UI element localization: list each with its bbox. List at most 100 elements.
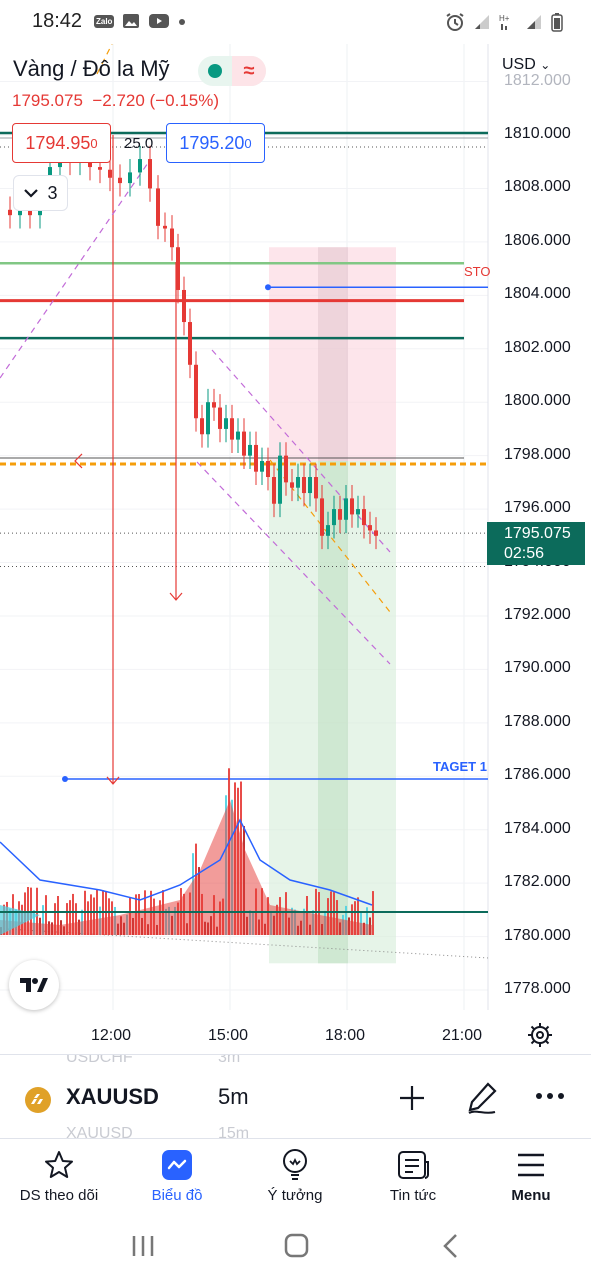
bid-superscript: 0	[90, 135, 98, 151]
candle-body	[332, 509, 336, 526]
candle-body	[8, 209, 12, 216]
candle-body	[163, 225, 167, 229]
sell-button[interactable]: 1794.95 0	[12, 123, 111, 163]
volume-bar	[354, 901, 356, 935]
candle-body	[290, 482, 294, 488]
volume-bar	[336, 900, 338, 935]
current-price-value: 1795.075	[504, 525, 571, 542]
volume-bar	[66, 903, 68, 935]
volume-bar	[54, 903, 56, 935]
symbol-toolbar[interactable]: USDCHF 3m XAUUSD 5m XAUUSD 15m	[0, 1054, 591, 1139]
nav-chart[interactable]: Biểu đồ	[118, 1147, 236, 1204]
gear-icon[interactable]	[527, 1022, 553, 1048]
add-icon[interactable]	[397, 1083, 427, 1113]
status-bar: 18:42 Zalo H+	[0, 0, 591, 44]
price-axis-label: 1786.000	[504, 766, 571, 784]
gallery-icon	[123, 14, 140, 28]
target-zone-inner	[318, 460, 348, 964]
volume-bar	[33, 910, 35, 935]
candle-body	[374, 530, 378, 536]
currency-selector[interactable]: USD ⌄	[502, 56, 550, 74]
candle-body	[176, 247, 180, 290]
candle-body	[236, 431, 240, 440]
bottom-navigation[interactable]: DS theo dõi Biểu đồ Ý tưởng Tin tức Menu	[0, 1138, 591, 1215]
candle-body	[248, 444, 252, 456]
nav-menu[interactable]: Menu	[472, 1147, 590, 1204]
tradingview-logo[interactable]	[9, 960, 59, 1010]
candle-body	[148, 159, 152, 189]
volume-bar	[357, 897, 359, 935]
target-line-handle	[62, 775, 68, 782]
nav-ideas[interactable]: Ý tưởng	[236, 1147, 354, 1204]
candle-body	[218, 407, 222, 429]
price-axis-label: 1784.000	[504, 819, 571, 837]
candle-body	[194, 364, 198, 419]
interval-selector[interactable]: 5m	[218, 1084, 249, 1109]
chevron-down-icon: ⌄	[540, 58, 551, 72]
candle-body	[344, 498, 348, 520]
system-navigation-bar[interactable]	[0, 1214, 591, 1280]
volume-bar	[87, 901, 89, 935]
time-axis-label: 18:00	[325, 1027, 366, 1044]
candle-body	[278, 455, 282, 504]
symbol-selector[interactable]: XAUUSD	[66, 1084, 159, 1109]
nav-watchlist[interactable]: DS theo dõi	[0, 1147, 118, 1204]
nav-label: Biểu đồ	[151, 1187, 203, 1204]
candle-body	[230, 418, 234, 440]
nav-news[interactable]: Tin tức	[354, 1147, 472, 1204]
menu-icon	[518, 1153, 544, 1177]
price-axis-label: 1790.000	[504, 659, 571, 677]
candle-body	[356, 509, 360, 515]
chart-mode-toggle[interactable]: ≈	[198, 56, 266, 86]
candle-body	[362, 509, 366, 526]
stop-line-handle	[265, 284, 271, 291]
bid-price: 1794.95	[25, 132, 91, 153]
volume-area	[0, 800, 372, 935]
wave-icon[interactable]: ≈	[232, 56, 266, 86]
candle-body	[320, 498, 324, 536]
price-change: −2.720 (−0.15%)	[92, 91, 220, 110]
chart-area[interactable]	[0, 44, 591, 1054]
price-axis-label: 1808.000	[504, 178, 571, 196]
stop-zone-inner	[318, 247, 348, 461]
status-time: 18:42	[32, 10, 83, 32]
price-summary: 1795.075 −2.720 (−0.15%)	[12, 91, 219, 111]
candle-body	[98, 167, 102, 170]
market-open-dot-icon[interactable]	[198, 56, 232, 86]
candle-body	[138, 159, 142, 173]
drop-arrow-head	[106, 776, 120, 785]
nav-label: Menu	[511, 1187, 551, 1204]
nav-label: Ý tưởng	[267, 1187, 323, 1204]
candle-body	[170, 228, 174, 248]
last-price: 1795.075	[12, 91, 83, 110]
candle-body	[350, 498, 354, 515]
price-axis-label: 1812.000	[504, 72, 571, 89]
indicators-toggle-button[interactable]: 3	[13, 175, 68, 211]
ask-superscript: 0	[244, 135, 252, 151]
recent-apps-icon[interactable]	[131, 1234, 155, 1258]
price-axis-label: 1780.000	[504, 926, 571, 944]
left-arrow-head	[74, 453, 83, 469]
volume-bar	[333, 892, 335, 935]
dot-icon	[179, 19, 186, 25]
draw-pen-icon[interactable]	[466, 1081, 498, 1115]
price-axis-label: 1792.000	[504, 605, 571, 623]
currency-label: USD	[502, 56, 536, 73]
home-icon[interactable]	[284, 1233, 310, 1259]
candle-body	[338, 509, 342, 520]
candle-body	[272, 477, 276, 504]
buy-button[interactable]: 1795.20 0	[166, 123, 265, 163]
chart-canvas[interactable]	[0, 44, 591, 1054]
volume-bar	[45, 895, 47, 935]
symbol-title[interactable]: Vàng / Đô la Mỹ	[13, 56, 170, 81]
candle-body	[182, 289, 186, 323]
youtube-icon	[149, 14, 170, 28]
more-icon[interactable]	[535, 1091, 565, 1101]
volume-bar	[93, 897, 95, 935]
back-icon[interactable]	[441, 1233, 461, 1259]
next-interval-ghost: 15m	[218, 1125, 250, 1139]
price-axis-label: 1788.000	[504, 712, 571, 730]
price-axis-label: 1796.000	[504, 499, 571, 517]
prev-symbol-ghost: USDCHF	[66, 1054, 133, 1066]
volume-bar	[69, 900, 71, 935]
